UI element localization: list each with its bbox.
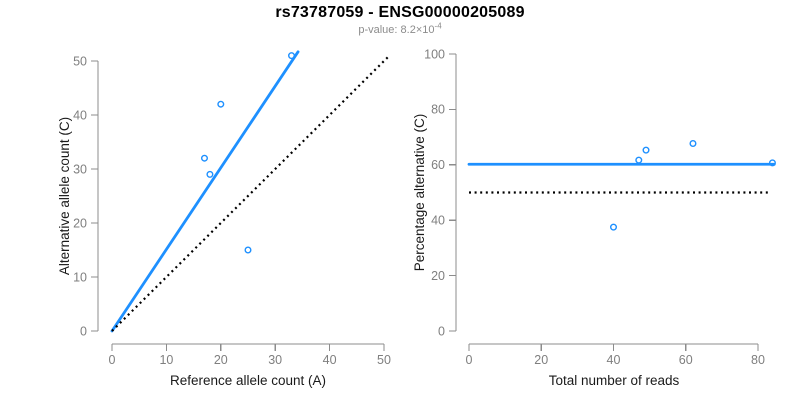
x-tick-label: 10 [159,353,173,367]
x-tick-label: 40 [323,353,337,367]
data-point [610,223,618,231]
y-tick-label: 20 [431,269,445,283]
p-value-mantissa: 8.2 [400,24,416,36]
y-tick-label: 20 [73,216,87,230]
p-value-base: 10 [422,24,435,36]
y-tick-label: 40 [431,214,445,228]
x-tick-label: 40 [607,353,621,367]
data-points [200,52,296,254]
y-axis-title: Alternative allele count (C) [57,117,72,275]
x-tick-label: 60 [679,353,693,367]
x-tick-label: 0 [109,353,116,367]
y-tick-label: 0 [80,324,87,338]
x-tick-label: 20 [534,353,548,367]
y-tick-label: 50 [73,54,87,68]
fit-line [110,50,300,333]
data-point [635,156,643,164]
data-point [288,52,296,60]
x-tick-label: 20 [214,353,228,367]
data-point [244,246,252,254]
figure-title: rs73787059 - ENSG00000205089 [275,4,525,21]
data-point [206,170,214,178]
axes [91,60,385,351]
data-point [768,159,776,167]
x-tick-label: 80 [751,353,765,367]
data-point [642,146,650,154]
x-tick-label: 0 [466,353,473,367]
data-points [610,139,776,231]
data-point [217,100,225,108]
data-point [200,154,208,162]
allele-counts-scatter: 0 10 20 30 40 50 0 10 20 30 40 50 Reference allele c… [57,50,391,388]
y-tick-label: 100 [424,47,445,61]
y-tick-label: 60 [431,158,445,172]
multiplication-sign: × [415,24,423,36]
x-tick-label: 50 [377,353,391,367]
y-tick-label: 80 [431,103,445,117]
y-tick-label: 40 [73,108,87,122]
percentage-vs-reads-scatter: 0 20 40 60 80 100 0 20 40 60 80 Total number of rea… [412,47,776,388]
y-tick-label: 30 [73,162,87,176]
p-value-exponent: -4 [434,21,442,31]
y-axis-title: Percentage alternative (C) [412,114,427,272]
p-value-label: p-value: [358,24,401,36]
figure-subtitle: p-value: 8.2×10-4 [0,21,800,36]
axes [449,53,759,351]
x-tick-label: 30 [268,353,282,367]
y-tick-label: 10 [73,270,87,284]
data-point [689,139,697,147]
x-axis-title: Reference allele count (A) [170,373,326,388]
identity-line [111,54,391,332]
x-axis-title: Total number of reads [549,373,680,388]
y-tick-label: 0 [438,324,445,338]
